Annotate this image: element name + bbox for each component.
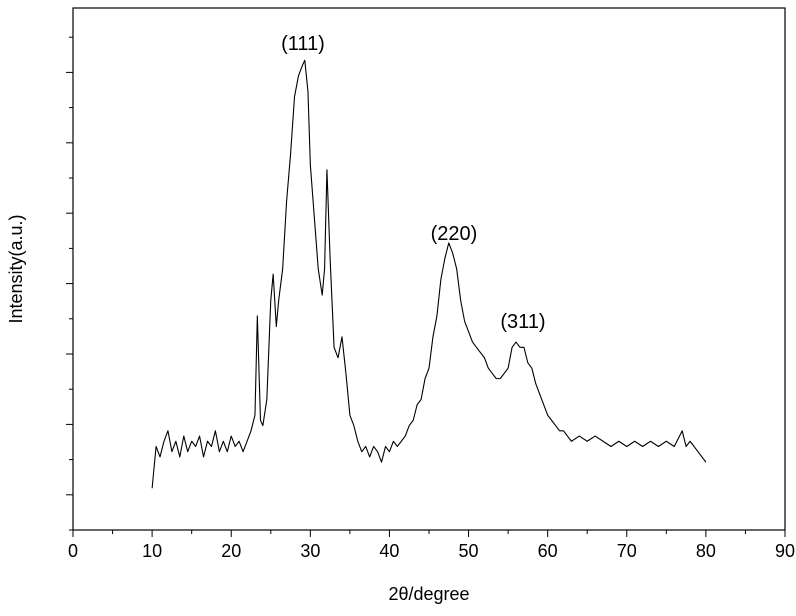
x-tick-label: 20 xyxy=(221,541,241,561)
x-tick-label: 50 xyxy=(459,541,479,561)
x-tick-label: 30 xyxy=(300,541,320,561)
data-line xyxy=(151,59,707,489)
x-tick-label: 80 xyxy=(696,541,716,561)
x-axis-label: 2θ/degree xyxy=(388,584,469,604)
annotation: (220) xyxy=(431,223,478,245)
x-tick-label: 60 xyxy=(538,541,558,561)
x-tick-label: 10 xyxy=(142,541,162,561)
plot-frame xyxy=(72,7,786,531)
annotation: (311) xyxy=(500,311,545,333)
annotation: (111) xyxy=(281,33,325,55)
x-tick-label: 0 xyxy=(68,541,78,561)
x-tick-label: 90 xyxy=(775,541,795,561)
y-axis-label: Intensity(a.u.) xyxy=(6,214,26,323)
x-tick-label: 70 xyxy=(617,541,637,561)
x-tick-label: 40 xyxy=(379,541,399,561)
